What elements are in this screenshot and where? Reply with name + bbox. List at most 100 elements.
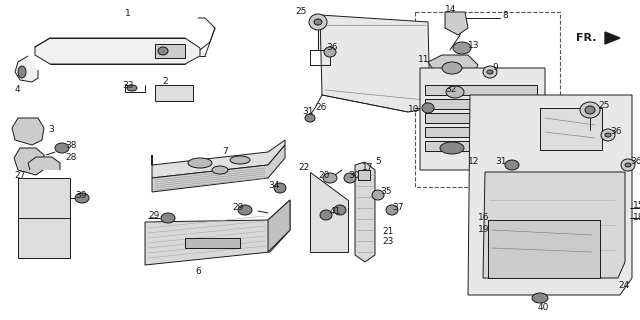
Polygon shape (145, 200, 290, 265)
Text: 36: 36 (326, 44, 337, 52)
Bar (425, 99, 537, 109)
Text: 32: 32 (445, 85, 456, 94)
Polygon shape (310, 172, 348, 252)
Polygon shape (14, 148, 46, 175)
Text: 27: 27 (14, 171, 26, 180)
Text: 14: 14 (445, 5, 456, 14)
Bar (425, 141, 537, 151)
Ellipse shape (621, 159, 635, 171)
Text: 19: 19 (478, 226, 490, 235)
Polygon shape (420, 68, 545, 170)
Bar (425, 127, 537, 137)
Ellipse shape (483, 66, 497, 78)
Text: 24: 24 (618, 281, 629, 290)
Text: 31: 31 (495, 157, 506, 166)
Text: 20: 20 (318, 171, 330, 180)
Ellipse shape (320, 210, 332, 220)
Text: 36: 36 (610, 127, 621, 137)
Bar (415, 12, 560, 187)
Ellipse shape (505, 160, 519, 170)
Bar (155, 44, 185, 58)
Bar (540, 108, 602, 150)
Ellipse shape (605, 133, 611, 137)
Ellipse shape (334, 205, 346, 215)
Text: 9: 9 (492, 63, 498, 73)
Ellipse shape (625, 163, 631, 167)
Text: 13: 13 (468, 41, 479, 50)
Ellipse shape (580, 102, 600, 118)
Text: 5: 5 (375, 157, 381, 166)
Ellipse shape (18, 66, 26, 78)
Polygon shape (428, 138, 478, 162)
Polygon shape (445, 12, 468, 35)
Text: 6: 6 (195, 268, 201, 276)
Text: 29: 29 (232, 204, 243, 212)
Bar (185, 238, 240, 248)
Ellipse shape (212, 166, 228, 174)
Text: 21: 21 (382, 228, 394, 236)
Polygon shape (428, 55, 478, 82)
Bar (425, 85, 537, 95)
Polygon shape (152, 145, 285, 192)
Ellipse shape (158, 47, 168, 55)
Text: 25: 25 (598, 100, 609, 109)
Bar (155, 85, 193, 101)
Text: 2: 2 (162, 77, 168, 86)
Polygon shape (605, 32, 620, 44)
Bar (18, 178, 70, 258)
Ellipse shape (386, 205, 398, 215)
Ellipse shape (161, 213, 175, 223)
Ellipse shape (440, 142, 464, 154)
Ellipse shape (188, 158, 212, 168)
Text: 29: 29 (148, 211, 159, 220)
Ellipse shape (230, 156, 250, 164)
Text: 28: 28 (65, 154, 76, 163)
Text: 41: 41 (330, 207, 341, 217)
Polygon shape (15, 56, 38, 82)
Ellipse shape (75, 193, 89, 203)
Ellipse shape (601, 129, 615, 141)
Polygon shape (320, 15, 430, 112)
Text: 18: 18 (633, 213, 640, 222)
Ellipse shape (324, 47, 336, 57)
Text: 22: 22 (298, 164, 309, 172)
Text: 15: 15 (633, 201, 640, 210)
Ellipse shape (372, 190, 384, 200)
Text: 35: 35 (380, 188, 392, 196)
Text: 10: 10 (408, 106, 419, 115)
Ellipse shape (238, 205, 252, 215)
Text: 40: 40 (538, 303, 549, 313)
Text: 7: 7 (222, 148, 228, 156)
Polygon shape (28, 157, 60, 170)
Bar (425, 113, 537, 123)
Ellipse shape (127, 85, 137, 91)
Text: 23: 23 (382, 237, 394, 246)
Polygon shape (268, 200, 290, 252)
Polygon shape (35, 38, 200, 64)
Text: 37: 37 (392, 204, 403, 212)
Text: 12: 12 (468, 157, 479, 166)
Polygon shape (483, 172, 625, 278)
Bar (488, 220, 600, 278)
Polygon shape (152, 140, 285, 178)
Ellipse shape (55, 143, 69, 153)
Text: 16: 16 (478, 213, 490, 222)
Text: 33: 33 (122, 81, 134, 90)
Text: 30: 30 (348, 171, 360, 180)
Ellipse shape (446, 86, 464, 98)
Text: 34: 34 (268, 180, 280, 189)
Text: FR.: FR. (576, 33, 596, 43)
Bar (358, 170, 370, 180)
Ellipse shape (344, 173, 356, 183)
Text: 1: 1 (125, 10, 131, 19)
Text: 4: 4 (15, 85, 20, 94)
Text: 31: 31 (302, 108, 314, 116)
Polygon shape (468, 95, 632, 295)
Text: 36: 36 (630, 157, 640, 166)
Text: 39: 39 (75, 190, 86, 199)
Ellipse shape (323, 173, 337, 183)
Ellipse shape (309, 14, 327, 30)
Ellipse shape (442, 62, 462, 74)
Polygon shape (355, 162, 375, 262)
Ellipse shape (305, 114, 315, 122)
